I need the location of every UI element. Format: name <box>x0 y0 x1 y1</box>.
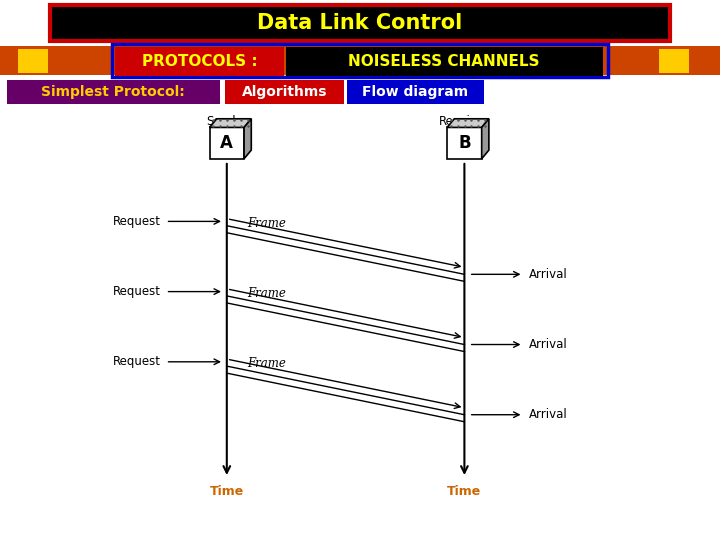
Text: Request: Request <box>112 285 161 298</box>
Text: Arrival: Arrival <box>529 268 568 281</box>
Text: Time: Time <box>447 485 482 498</box>
Text: Request: Request <box>112 215 161 228</box>
Text: Time: Time <box>210 485 244 498</box>
FancyBboxPatch shape <box>286 47 603 76</box>
Text: PROTOCOLS :: PROTOCOLS : <box>142 53 257 69</box>
Text: Data Link Control: Data Link Control <box>257 13 463 33</box>
Text: A: A <box>220 134 233 152</box>
FancyBboxPatch shape <box>210 127 244 159</box>
Text: Receiver: Receiver <box>438 115 490 128</box>
Text: Simplest Protocol:: Simplest Protocol: <box>41 85 185 99</box>
Text: Request: Request <box>112 355 161 368</box>
Text: NOISELESS CHANNELS: NOISELESS CHANNELS <box>348 53 540 69</box>
Polygon shape <box>447 119 489 127</box>
FancyBboxPatch shape <box>50 5 670 40</box>
FancyBboxPatch shape <box>659 49 689 73</box>
FancyBboxPatch shape <box>7 80 220 104</box>
Text: Frame: Frame <box>247 287 286 300</box>
Polygon shape <box>244 119 251 159</box>
Text: Algorithms: Algorithms <box>242 85 327 99</box>
FancyBboxPatch shape <box>0 46 720 75</box>
FancyBboxPatch shape <box>115 47 284 76</box>
Text: Frame: Frame <box>247 357 286 370</box>
Text: B: B <box>458 134 471 152</box>
Polygon shape <box>482 119 489 159</box>
FancyBboxPatch shape <box>347 80 484 104</box>
FancyBboxPatch shape <box>18 49 48 73</box>
Text: Arrival: Arrival <box>529 408 568 421</box>
Text: Frame: Frame <box>247 217 286 230</box>
Polygon shape <box>210 119 251 127</box>
Text: Flow diagram: Flow diagram <box>362 85 469 99</box>
FancyBboxPatch shape <box>447 127 482 159</box>
FancyBboxPatch shape <box>225 80 344 104</box>
Text: Sender: Sender <box>206 115 248 128</box>
Text: Arrival: Arrival <box>529 338 568 351</box>
